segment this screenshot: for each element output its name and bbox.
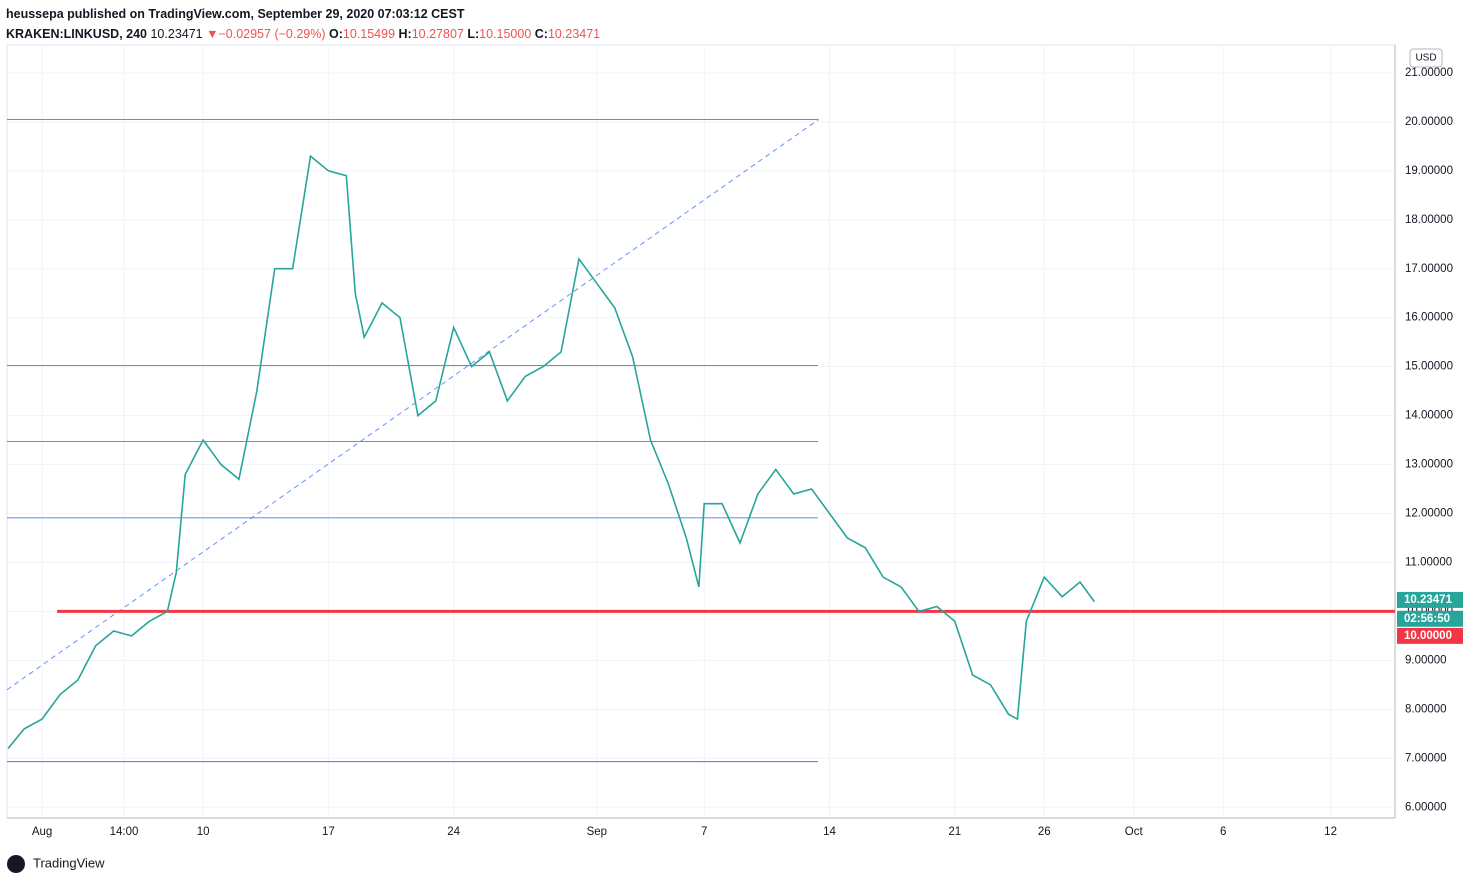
x-tick-label: 14	[823, 826, 836, 838]
x-tick-label: 14:00	[110, 826, 139, 838]
y-tick-label: 19.00000	[1405, 165, 1453, 177]
y-tick-label: 11.00000	[1405, 556, 1452, 568]
x-tick-label: 21	[948, 826, 961, 838]
x-tick-label: 7	[701, 826, 707, 838]
y-tick-label: 12.00000	[1405, 508, 1453, 520]
y-tick-label: 15.00000	[1405, 361, 1453, 373]
y-tick-label: 14.00000	[1405, 410, 1453, 422]
x-tick-label: 24	[447, 826, 460, 838]
x-tick-label: Sep	[587, 826, 607, 838]
y-tick-label: 8.00000	[1405, 703, 1447, 715]
y-tick-label: 13.00000	[1405, 459, 1453, 471]
ohlc-line: KRAKEN:LINKUSD, 240 10.23471 ▼−0.02957 (…	[6, 24, 600, 44]
symbol: KRAKEN:LINKUSD, 240	[6, 27, 147, 41]
published: heussepa published on TradingView.com, S…	[6, 4, 600, 24]
published-text: heussepa published on TradingView.com, S…	[6, 7, 465, 21]
x-tick-label: 17	[322, 826, 335, 838]
trend-line	[6, 119, 820, 691]
y-tick-label: 7.00000	[1405, 752, 1447, 764]
price-line	[7, 154, 1095, 749]
l: 10.15000	[479, 27, 532, 41]
h-label: H:	[398, 27, 412, 41]
last: 10.23471	[150, 27, 203, 41]
c: 10.23471	[547, 27, 601, 41]
h: 10.27807	[411, 27, 464, 41]
logo	[7, 855, 25, 873]
x-tick-label: 10	[197, 826, 210, 838]
price-label: 10.00000	[1404, 630, 1452, 642]
x-tick-label: Aug	[32, 826, 52, 838]
x-tick-label: Oct	[1125, 826, 1144, 838]
arrow: ▼	[206, 27, 219, 41]
o-label: O:	[329, 27, 343, 41]
price-label: 02:56:50	[1404, 613, 1450, 625]
o: 10.15499	[342, 27, 396, 41]
y-tick-label: 9.00000	[1405, 654, 1447, 666]
y-tick-label: 18.00000	[1405, 214, 1453, 226]
x-tick-label: 12	[1324, 826, 1337, 838]
price-label-bg	[1397, 591, 1463, 608]
currency-box	[1409, 48, 1443, 68]
y-tick-label: 17.00000	[1405, 263, 1453, 275]
c-label: C:	[534, 27, 548, 41]
x-tick-label: 26	[1038, 826, 1051, 838]
y-tick-label: 20.00000	[1405, 116, 1453, 128]
y-tick-label: 21.00000	[1405, 67, 1453, 79]
brand: TradingView	[33, 855, 105, 870]
y-tick-label: 6.00000	[1405, 801, 1447, 813]
price-label-bg	[1397, 610, 1463, 627]
x-tick-label: 6	[1220, 826, 1226, 838]
price-label: 10.23471	[1404, 594, 1453, 606]
currency: USD	[1415, 53, 1436, 64]
price-label-bg	[1397, 627, 1463, 644]
header: heussepa published on TradingView.com, S…	[6, 4, 600, 44]
plot-frame	[6, 44, 1396, 819]
y-tick-label: 16.00000	[1405, 312, 1453, 324]
l-label: L:	[467, 27, 480, 41]
change: −0.02957 (−0.29%)	[218, 27, 326, 41]
